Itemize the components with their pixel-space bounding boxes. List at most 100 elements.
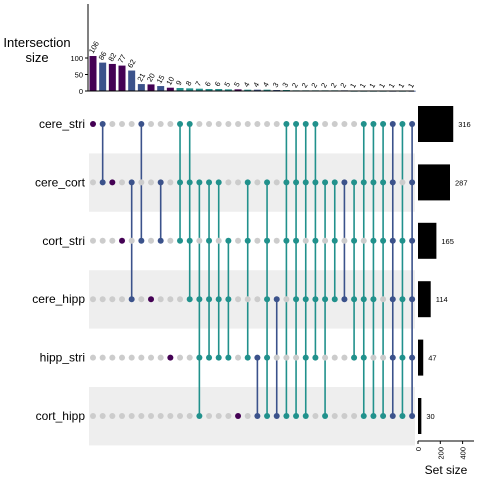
intersection-bar <box>89 56 97 91</box>
matrix-dot-active <box>157 179 164 186</box>
set-name-label: cere_hipp <box>32 292 85 306</box>
set-name-label: hipp_stri <box>40 351 85 365</box>
intersection-bar <box>99 62 107 91</box>
matrix-dot-active <box>360 179 367 186</box>
intersection-bar-label: 15 <box>155 73 167 85</box>
matrix-dot-active <box>312 237 319 244</box>
matrix-dot-active <box>244 179 251 186</box>
matrix-dot-inactive <box>341 413 348 419</box>
set-name-label: cere_cort <box>35 175 86 189</box>
intersection-bar-label: 20 <box>145 72 157 84</box>
intersection-bar-label: 82 <box>106 51 118 63</box>
matrix-dot-active <box>196 413 203 419</box>
matrix-dot-inactive <box>225 413 232 419</box>
matrix-dot-active <box>283 413 290 419</box>
matrix-dot-active <box>177 121 184 127</box>
set-size-axis-title: Set size <box>425 463 468 477</box>
matrix-dot-inactive <box>148 179 155 186</box>
matrix-dot-inactive <box>90 237 96 244</box>
intersection-axis-title-line: Intersection <box>3 35 70 50</box>
matrix-dot-active <box>399 413 406 419</box>
matrix-dot-active <box>283 121 290 127</box>
matrix-dot-inactive <box>148 237 155 244</box>
intersection-bar <box>108 63 116 91</box>
matrix-dot-active <box>399 354 406 361</box>
matrix-dot-inactive <box>399 179 406 186</box>
intersection-axis: 0 50 100 <box>70 4 414 96</box>
matrix-dot-active <box>293 121 300 127</box>
matrix-dot-active <box>360 413 367 419</box>
set-size-axis: 0 200 400 <box>414 440 474 460</box>
set-size-bars <box>418 106 454 434</box>
matrix-dot-inactive <box>138 354 145 361</box>
matrix-dot-active <box>264 237 271 244</box>
matrix-dot-active <box>302 179 309 186</box>
matrix-dot-active <box>380 179 387 186</box>
matrix-dot-active <box>331 237 338 244</box>
matrix-dot-active <box>312 179 319 186</box>
matrix-dot-inactive <box>109 121 116 127</box>
matrix-dot-inactive <box>157 413 164 419</box>
matrix-dot-inactive <box>186 354 193 361</box>
set-size-label: 47 <box>428 354 436 363</box>
matrix-dot-active <box>370 296 377 303</box>
matrix-dot-active <box>128 179 135 186</box>
set-size-label: 287 <box>455 178 468 187</box>
matrix-dot-inactive <box>206 413 213 419</box>
intersection-bar <box>128 70 136 91</box>
intersection-bar <box>263 89 271 91</box>
set-size-axis-tick-label: 200 <box>436 447 445 460</box>
set-name-label: cort_stri <box>42 234 85 248</box>
matrix-dot-inactive <box>331 413 338 419</box>
set-size-axis-tick-label: 400 <box>459 447 468 460</box>
matrix-dot-inactive <box>157 296 164 303</box>
matrix-dot-active <box>90 121 96 127</box>
intersection-bar <box>157 86 165 91</box>
matrix-dot-inactive <box>177 413 184 419</box>
intersection-bar-label: 3 <box>271 81 281 89</box>
matrix-dot-active <box>283 179 290 186</box>
intersection-axis-title: Intersection size <box>3 35 70 65</box>
matrix-dot-inactive <box>109 237 116 244</box>
matrix-dot-inactive <box>322 121 329 127</box>
matrix-dot-active <box>186 296 193 303</box>
matrix-dot-active <box>254 413 261 419</box>
matrix-dot-inactive <box>254 296 261 303</box>
intersection-bar-label: 9 <box>174 79 184 87</box>
intersection-bar-label: 5 <box>222 80 232 88</box>
matrix-dot-active <box>322 296 329 303</box>
matrix-dot-active <box>293 237 300 244</box>
set-size-bar <box>418 106 454 142</box>
matrix-dot-active <box>331 179 338 186</box>
intersection-bar-label: 1 <box>396 82 406 90</box>
matrix-dot-inactive <box>254 237 261 244</box>
matrix-dot-active <box>409 413 416 419</box>
intersection-bar-label: 7 <box>193 80 203 88</box>
intersection-bar-label: 4 <box>251 81 261 89</box>
matrix-dot-inactive <box>167 121 174 127</box>
matrix-dot-active <box>264 354 271 361</box>
matrix-dot-active <box>312 354 319 361</box>
matrix-dot-active <box>138 237 145 244</box>
set-names: cere_stri cere_cort cort_stri cere_hipphipp… <box>32 117 85 423</box>
matrix-stripes <box>89 153 415 446</box>
matrix-dot-inactive <box>331 121 338 127</box>
matrix-dot-active <box>244 237 251 244</box>
intersection-axis-tick-label: 100 <box>70 54 83 63</box>
set-size-label: 30 <box>426 412 434 421</box>
matrix-dot-active <box>196 179 203 186</box>
intersection-bar <box>253 89 261 91</box>
matrix-dot-active <box>409 296 416 303</box>
matrix-dot-inactive <box>157 121 164 127</box>
matrix-dot-inactive <box>380 296 387 303</box>
matrix-dot-inactive <box>90 354 96 361</box>
matrix-dot-inactive <box>351 413 358 419</box>
matrix-dot-active <box>322 179 329 186</box>
matrix-dot-inactive <box>119 413 126 419</box>
matrix-dot-inactive <box>235 179 242 186</box>
matrix-dot-active <box>293 413 300 419</box>
matrix-dot-inactive <box>186 413 193 419</box>
matrix-dot-active <box>293 179 300 186</box>
matrix-dot-inactive <box>235 354 242 361</box>
